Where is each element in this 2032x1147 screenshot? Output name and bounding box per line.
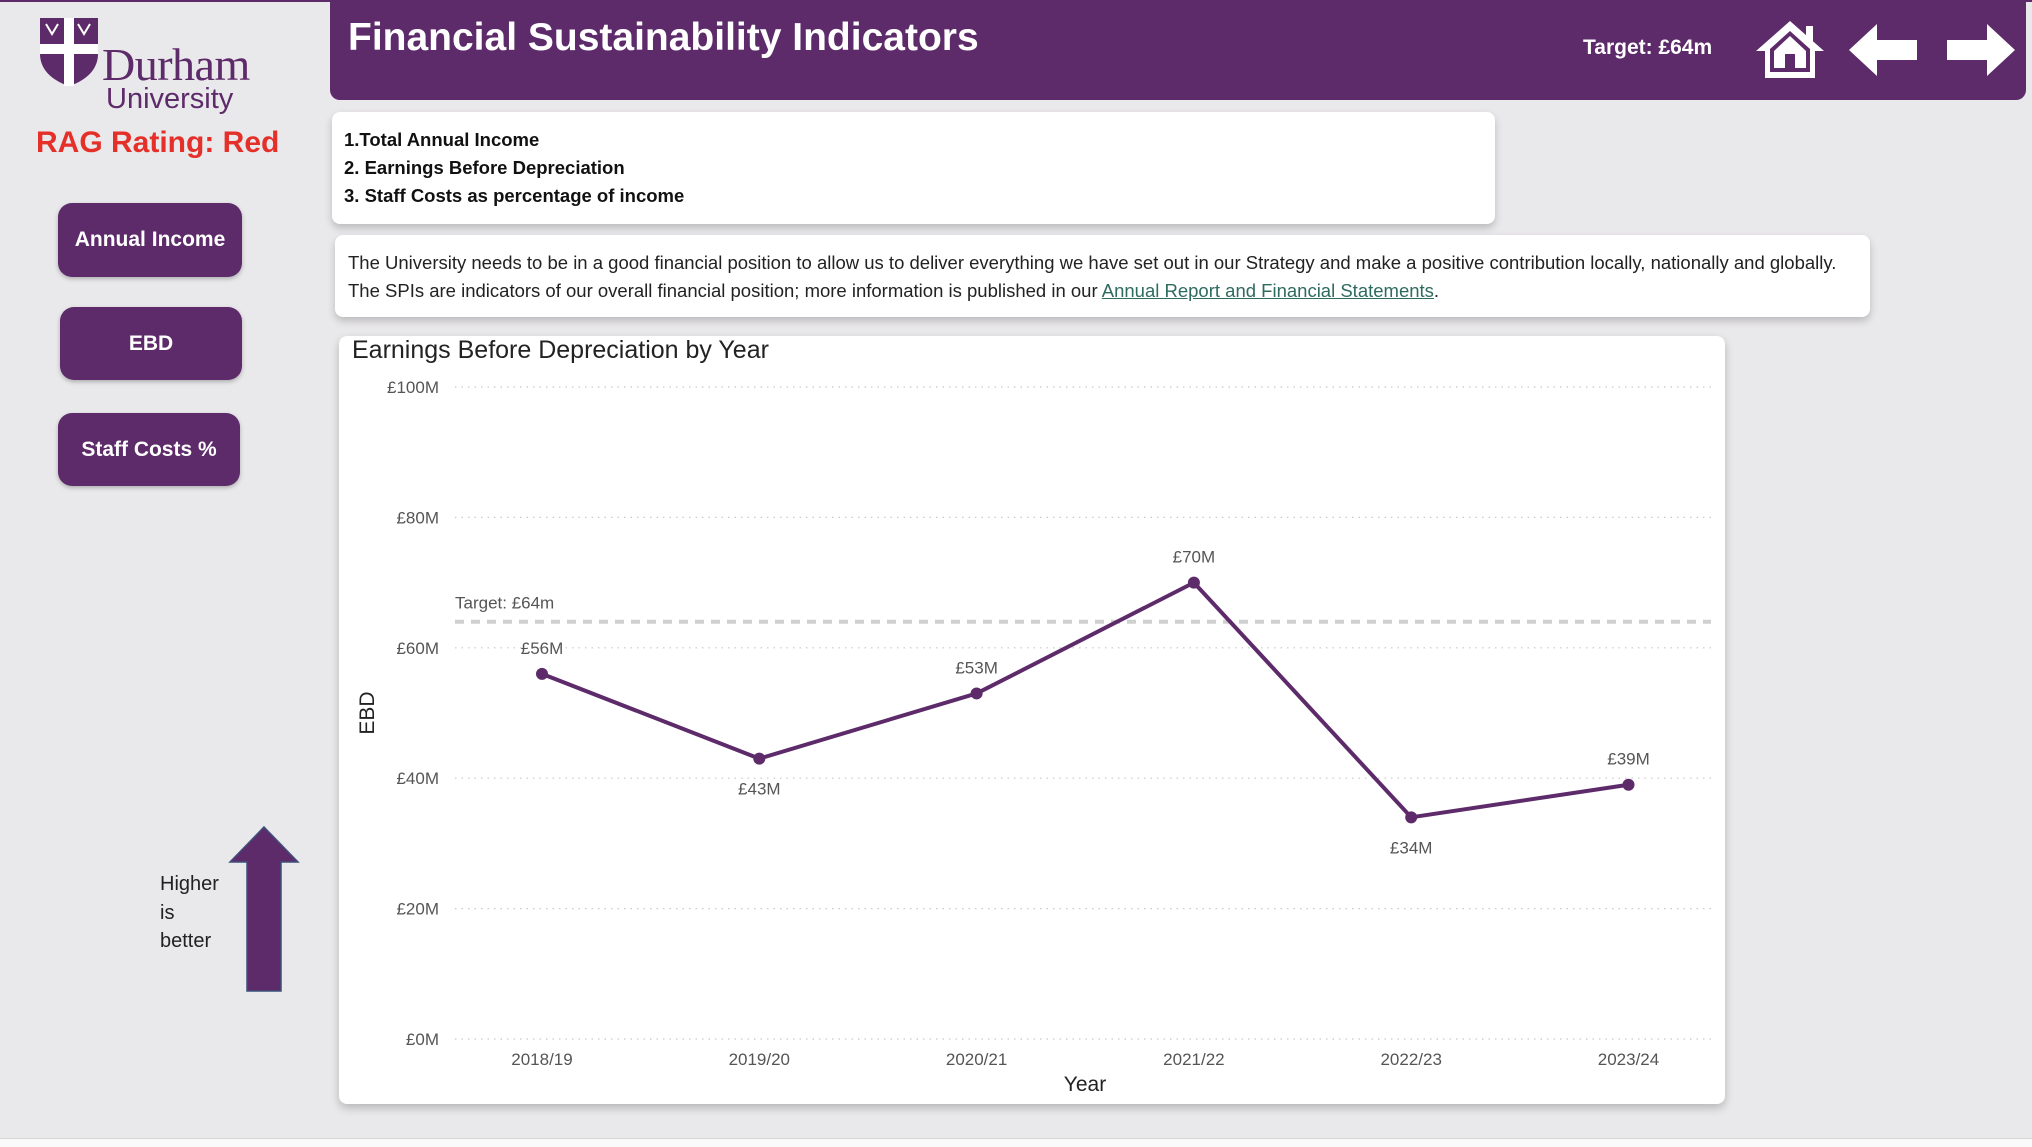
- data-point: [1187, 576, 1200, 589]
- y-tick-label: £40M: [396, 769, 439, 788]
- description-box: The University needs to be in a good fin…: [335, 235, 1870, 317]
- logo-subtitle: University: [106, 83, 234, 115]
- x-tick-label: 2022/23: [1380, 1050, 1441, 1069]
- data-label: £39M: [1607, 750, 1650, 769]
- data-point: [1405, 811, 1418, 824]
- annual-report-link[interactable]: Annual Report and Financial Statements: [1101, 280, 1434, 301]
- data-label: £70M: [1173, 548, 1216, 567]
- indicator-list: 1.Total Annual Income 2. Earnings Before…: [332, 112, 1495, 224]
- target-label: Target: £64m: [455, 594, 554, 613]
- y-tick-label: £80M: [396, 508, 439, 527]
- y-tick-label: £0M: [406, 1030, 439, 1049]
- note-line: is: [160, 901, 175, 924]
- x-tick-label: 2019/20: [729, 1050, 790, 1069]
- series-line: [541, 580, 1629, 820]
- description-body: The University needs to be in a good fin…: [348, 252, 1837, 301]
- rag-rating: RAG Rating: Red: [36, 126, 280, 159]
- home-icon[interactable]: [1754, 18, 1826, 80]
- y-axis-title: EBD: [356, 691, 379, 734]
- y-tick-label: £100M: [387, 378, 439, 397]
- chart-title: Earnings Before Depreciation by Year: [352, 336, 769, 364]
- arrow-up-icon: [228, 825, 300, 992]
- x-tick-label: 2020/21: [946, 1050, 1007, 1069]
- data-label: £34M: [1390, 838, 1433, 857]
- bottom-frame-line: [0, 1138, 2032, 1147]
- x-axis-title: Year: [1064, 1073, 1106, 1096]
- crest-icon: [40, 18, 98, 86]
- x-tick-label: 2021/22: [1163, 1050, 1224, 1069]
- logo-name: Durham: [102, 39, 250, 90]
- header-bar: Financial Sustainability Indicators Targ…: [330, 2, 2026, 100]
- y-tick-label: £20M: [396, 900, 439, 919]
- ebd-line-chart: £0M £20M £40M £60M £80M £100M Target: £64m £56M…: [356, 378, 1711, 1096]
- arrow-right-icon[interactable]: [1945, 22, 2017, 78]
- x-tick-label: 2018/19: [511, 1050, 572, 1069]
- description-text: The University needs to be in a good fin…: [348, 249, 1858, 305]
- note-line: Higher: [160, 873, 219, 895]
- page-title: Financial Sustainability Indicators: [348, 16, 979, 59]
- data-label: £43M: [738, 780, 781, 799]
- data-point: [753, 752, 766, 765]
- top-frame-line: [0, 0, 2032, 2]
- list-item: 1.Total Annual Income: [344, 129, 540, 150]
- durham-university-logo: Durham University: [38, 16, 278, 116]
- data-point: [1622, 778, 1635, 791]
- ebd-chart-card: £0M £20M £40M £60M £80M £100M Target: £64m £56M…: [339, 336, 1725, 1104]
- description-end: .: [1433, 280, 1440, 301]
- annual-income-button[interactable]: Annual Income: [58, 203, 242, 277]
- note-line: better: [160, 930, 212, 952]
- y-tick-label: £60M: [396, 639, 439, 658]
- data-point: [970, 687, 983, 700]
- data-label: £53M: [955, 658, 998, 677]
- list-item: 3. Staff Costs as percentage of income: [344, 185, 685, 206]
- higher-is-better-note: Higher is better: [160, 870, 219, 956]
- header-target: Target: £64m: [1583, 36, 1713, 59]
- staff-costs-button[interactable]: Staff Costs %: [58, 413, 240, 486]
- x-tick-label: 2023/24: [1598, 1050, 1659, 1069]
- ebd-button[interactable]: EBD: [60, 307, 242, 380]
- list-item: 2. Earnings Before Depreciation: [344, 157, 625, 178]
- data-point: [536, 667, 548, 680]
- data-label: £56M: [521, 639, 564, 658]
- arrow-left-icon[interactable]: [1847, 22, 1919, 78]
